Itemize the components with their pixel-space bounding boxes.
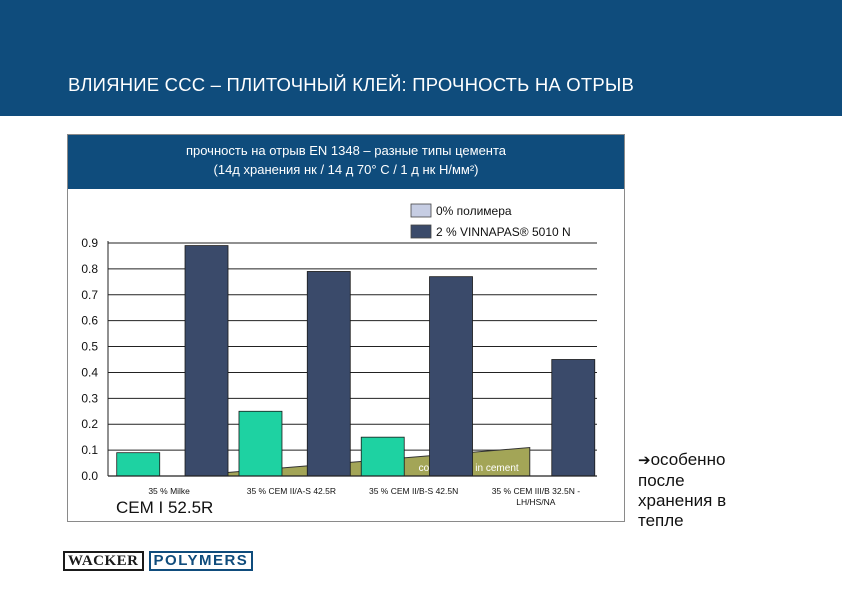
bar-vinnapas	[551, 359, 596, 477]
side-note-line-1: особенно	[650, 450, 726, 469]
chart-title: прочность на отрыв EN 1348 – разные типы…	[185, 143, 507, 158]
side-note: ➔особенно после хранения в тепле	[638, 450, 808, 531]
y-tick-label: 0.6	[81, 314, 98, 328]
side-note-line-2: после	[638, 471, 685, 490]
logo-wacker: WACKER	[63, 551, 144, 571]
header-band	[0, 0, 842, 116]
y-tick-label: 0.0	[81, 469, 98, 483]
bar-no-polymer	[116, 452, 161, 477]
y-tick-label: 0.2	[81, 417, 98, 431]
legend-label: 0% полимера	[436, 204, 512, 218]
y-tick-label: 0.1	[81, 443, 98, 457]
slide-title: ВЛИЯНИЕ ССС – ПЛИТОЧНЫЙ КЛЕЙ: ПРОЧНОСТЬ …	[68, 74, 635, 95]
bar-vinnapas	[429, 276, 473, 477]
y-tick-label: 0.5	[81, 340, 98, 354]
legend-swatch	[410, 203, 432, 218]
bar-no-polymer	[360, 436, 405, 477]
side-note-line-3: хранения в	[638, 491, 727, 510]
x-tick-label: 35 % CEM III/B 32.5N -	[492, 486, 581, 496]
side-note-line-4: тепле	[638, 511, 684, 530]
bar-no-polymer	[238, 410, 283, 477]
x-tick-label: 35 % Milke	[148, 486, 190, 496]
chart-subtitle: (14д хранения нк / 14 д 70° С / 1 д нк Н…	[213, 162, 479, 177]
y-tick-label: 0.3	[81, 391, 98, 405]
x-tick-label: 35 % CEM II/A-S 42.5R	[247, 486, 336, 496]
legend-label: 2 % VINNAPAS® 5010 N	[436, 225, 571, 239]
bar-vinnapas	[184, 245, 229, 477]
wacker-polymers-logo: WACKER POLYMERS	[63, 551, 254, 571]
x-tick-label-line2: LH/HS/NA	[516, 497, 556, 507]
arrow-right-icon: ➔	[638, 452, 651, 469]
x-tick-label: 35 % CEM II/B-S 42.5N	[369, 486, 458, 496]
y-tick-label: 0.9	[81, 236, 98, 250]
cement-label: CEM I 52.5R	[116, 498, 214, 517]
legend-swatch	[410, 224, 432, 239]
bar-vinnapas	[306, 271, 351, 477]
logo-polymers: POLYMERS	[148, 551, 254, 571]
y-tick-label: 0.8	[81, 262, 98, 276]
y-tick-label: 0.4	[81, 365, 98, 379]
chart-title-box: прочность на отрыв EN 1348 – разные типы…	[68, 135, 624, 189]
y-tick-label: 0.7	[81, 288, 98, 302]
